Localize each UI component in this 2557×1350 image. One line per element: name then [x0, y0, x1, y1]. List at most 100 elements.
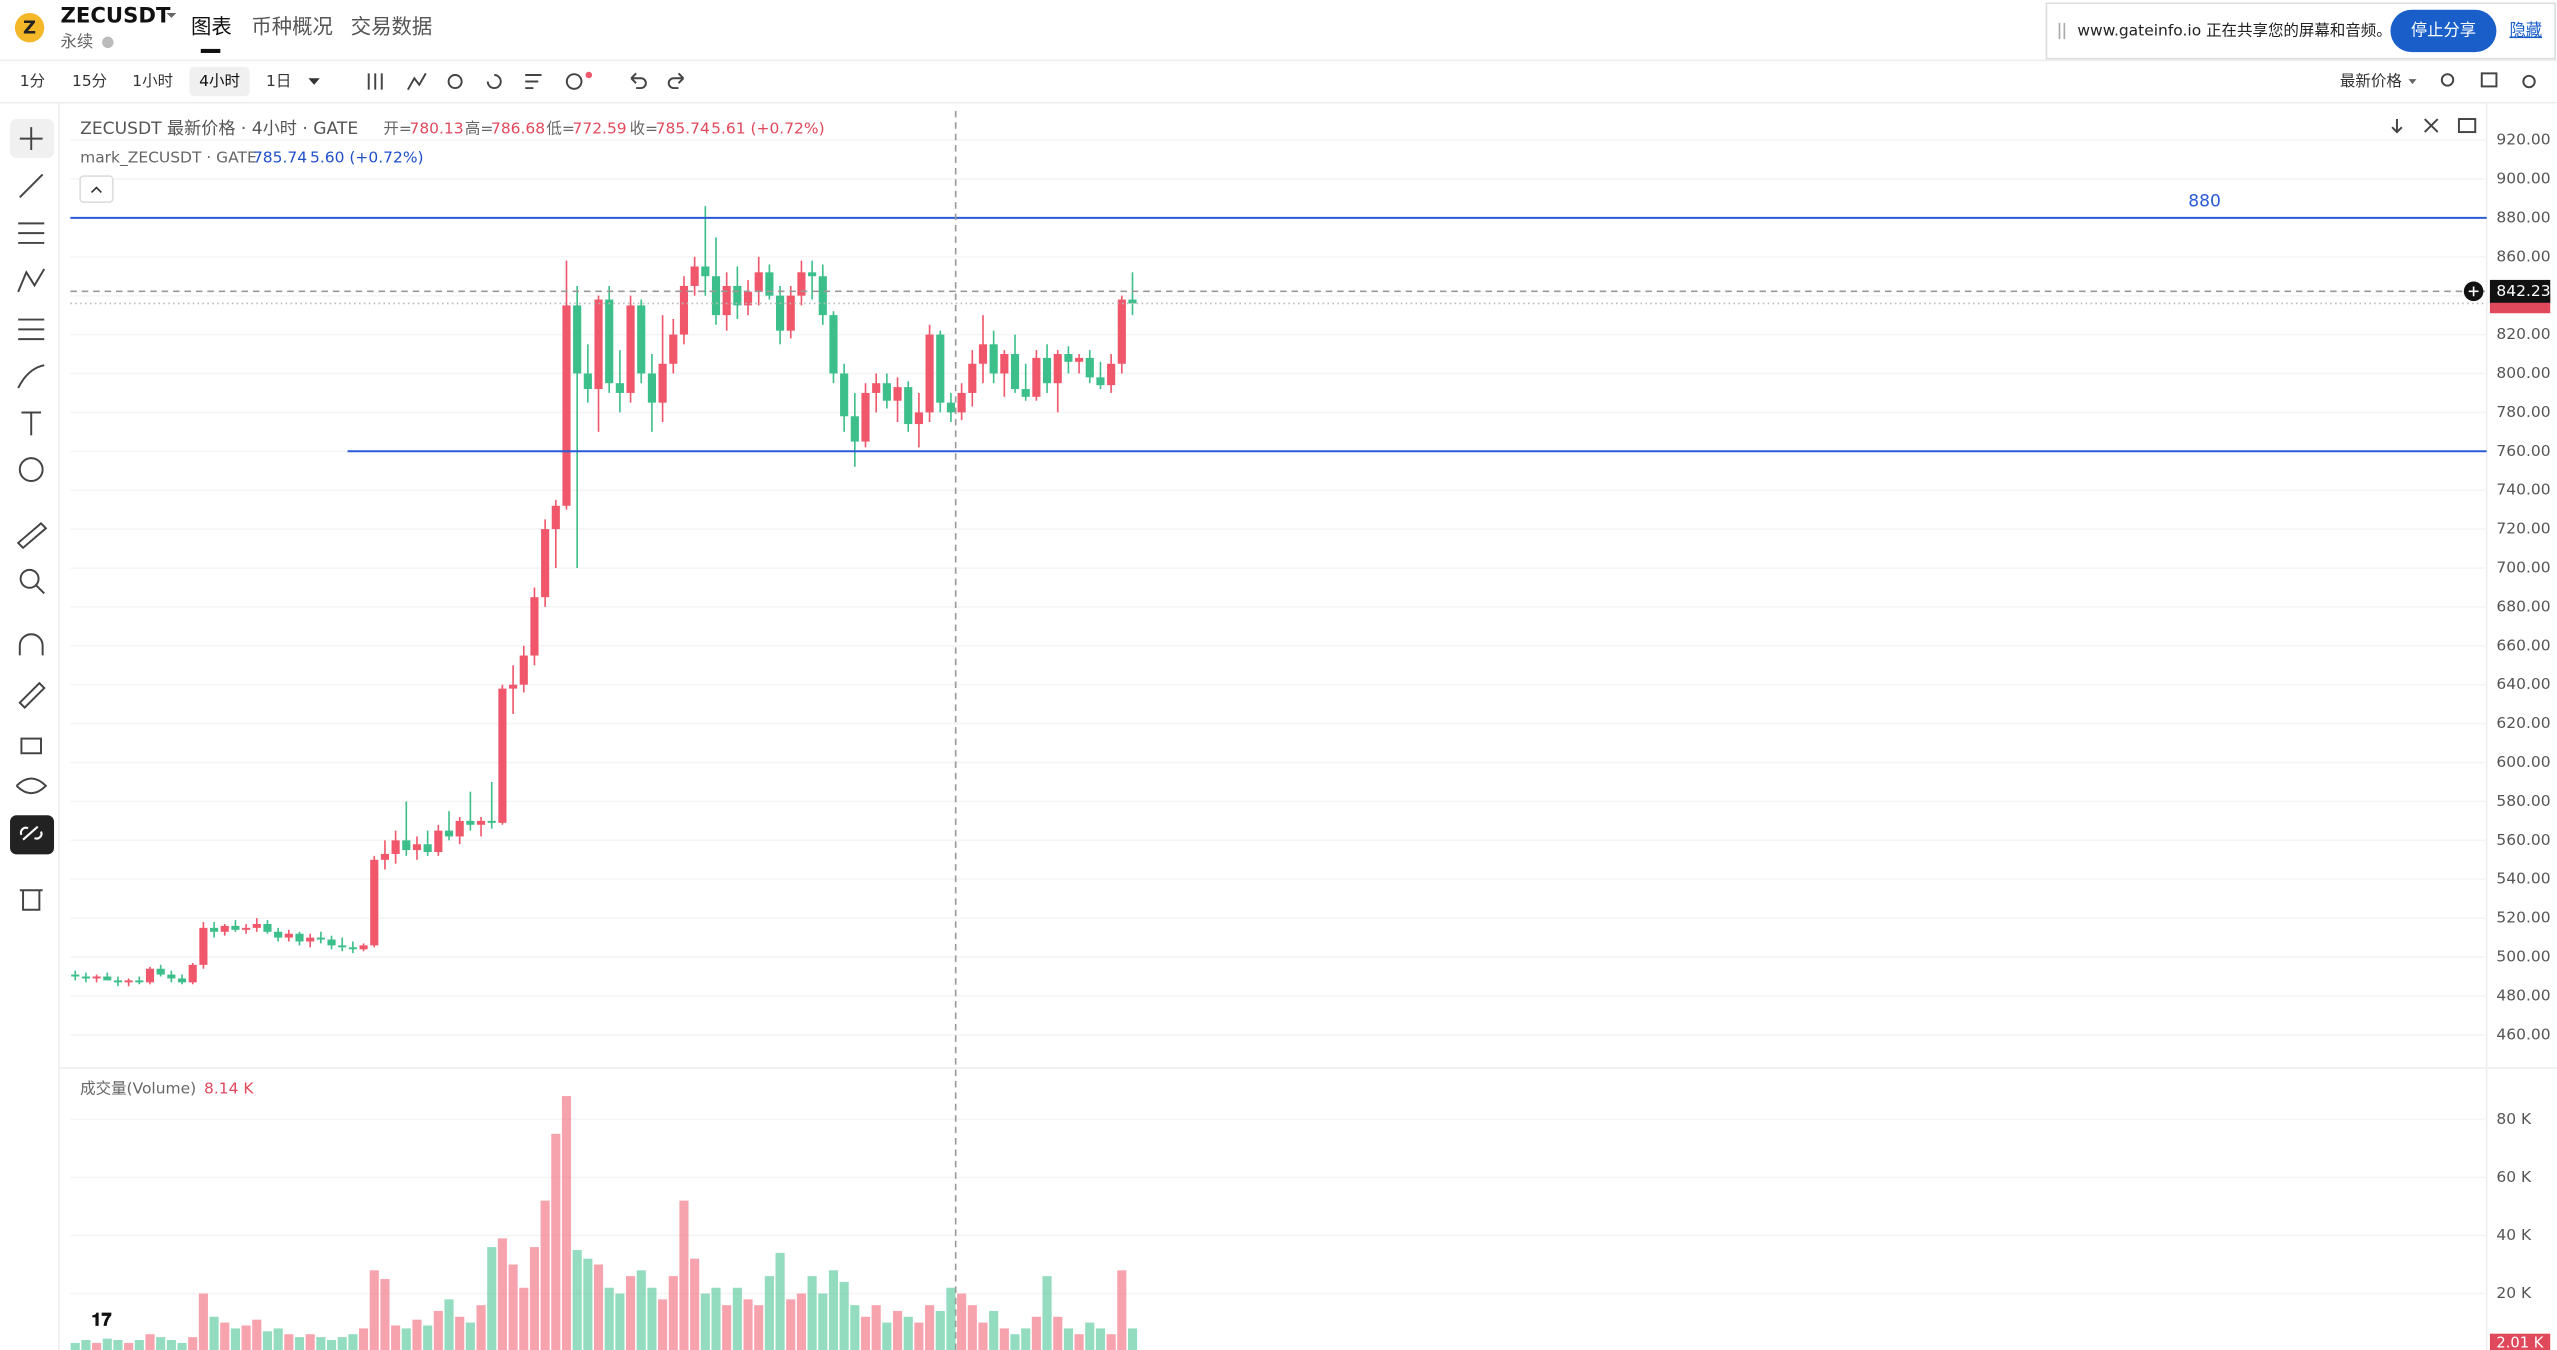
symbol[interactable]: ZECUSDT: [61, 2, 171, 27]
volume-bar: [305, 1334, 315, 1350]
volume-bar: [70, 1342, 80, 1350]
candle-body: [498, 688, 507, 823]
candle-body: [220, 925, 229, 932]
candle-body: [647, 373, 656, 403]
candle-body: [412, 844, 422, 851]
candle-body: [914, 412, 923, 425]
volume-bar: [177, 1342, 187, 1350]
pane-controls[interactable]: [2391, 118, 2477, 134]
volume-bar: [946, 1287, 956, 1350]
tool-active[interactable]: [10, 815, 55, 855]
volume-tick-label: 40 K: [2496, 1226, 2532, 1244]
candle-body: [637, 305, 646, 374]
interval[interactable]: 1日: [266, 72, 291, 90]
volume-bar: [1074, 1334, 1084, 1350]
volume-bar: [978, 1322, 988, 1350]
volume-bar: [188, 1337, 198, 1350]
candle-body: [701, 266, 710, 277]
candle-body: [573, 305, 582, 374]
tab[interactable]: 交易数据: [351, 15, 433, 39]
volume-bar: [348, 1334, 358, 1350]
candle-body: [199, 927, 208, 965]
coin-logo-glyph: Z: [23, 18, 36, 39]
ohlc-label: 高=: [465, 119, 493, 137]
price-source-dropdown[interactable]: [2408, 79, 2417, 84]
volume-bar: [113, 1340, 123, 1350]
price-source[interactable]: 最新价格: [2340, 72, 2402, 90]
y-tick-label: 720.00: [2496, 520, 2550, 538]
y-tick-label: 860.00: [2496, 247, 2550, 265]
y-tick-label: 880.00: [2496, 208, 2550, 226]
toolbar-icons[interactable]: [367, 72, 685, 91]
y-tick-label: 500.00: [2496, 948, 2550, 966]
volume-bar: [593, 1264, 604, 1350]
crosshair-add-plus: [2468, 286, 2479, 297]
y-tick-label: 620.00: [2496, 714, 2550, 732]
toolbar-right-icons[interactable]: [2440, 72, 2536, 89]
collapse-arrow: [90, 186, 102, 193]
stop-share-button[interactable]: [2390, 9, 2497, 53]
interval[interactable]: 15分: [72, 72, 107, 90]
candle-body: [295, 933, 304, 942]
candle-body: [487, 820, 496, 823]
candle-body: [583, 373, 592, 390]
volume-bar: [1127, 1328, 1138, 1350]
collapse-button[interactable]: [79, 175, 114, 203]
volume-bar: [508, 1264, 518, 1350]
volume-bar: [444, 1299, 454, 1350]
volume-bar: [818, 1293, 828, 1350]
crosshair-price-label: 842.23: [2496, 282, 2550, 300]
candle-body: [71, 974, 80, 977]
symbol-dropdown[interactable]: [166, 13, 177, 18]
interval[interactable]: 1分: [20, 72, 45, 90]
hide-link[interactable]: 隐藏: [2509, 20, 2542, 39]
candle-body: [1096, 377, 1105, 386]
volume-bar: [252, 1319, 262, 1350]
candle-body: [968, 363, 977, 393]
drawing-tools[interactable]: [15, 127, 48, 911]
candle-body: [1085, 357, 1094, 378]
candle-body: [519, 655, 528, 685]
candle-body: [284, 933, 293, 938]
candle-body: [904, 387, 913, 425]
interval-dropdown[interactable]: [308, 78, 320, 85]
share-text: www.gateinfo.io 正在共享您的屏幕和音频。: [2077, 21, 2391, 39]
volume-bar: [583, 1258, 593, 1350]
volume-bar: [658, 1299, 668, 1350]
y-tick-label: 800.00: [2496, 364, 2550, 382]
tv-logo-bg[interactable]: [85, 1302, 128, 1339]
volume-bar: [967, 1305, 977, 1350]
candle-body: [594, 299, 603, 390]
interval[interactable]: 1小时: [132, 72, 173, 90]
tab[interactable]: 币种概况: [251, 15, 333, 39]
y-tick-label: 820.00: [2496, 325, 2550, 343]
y-tick-label: 660.00: [2496, 636, 2550, 654]
info-icon[interactable]: [102, 36, 114, 49]
volume-bar: [156, 1337, 166, 1350]
volume-bar: [1042, 1276, 1052, 1350]
candle-body: [370, 859, 379, 946]
volume-bar: [391, 1325, 401, 1350]
candle-body: [92, 976, 101, 979]
volume-bar: [220, 1322, 230, 1350]
volume-bar: [647, 1287, 657, 1350]
candle-body: [562, 305, 571, 506]
volume-bar: [326, 1340, 337, 1350]
volume-bar: [989, 1310, 999, 1350]
tab[interactable]: 图表: [191, 15, 232, 39]
interval[interactable]: 4小时: [199, 72, 240, 90]
tv-logo[interactable]: 𝟏𝟕: [92, 1310, 112, 1331]
candle-body: [135, 980, 144, 983]
volume-bar: [572, 1249, 582, 1350]
volume-last-tag: [2489, 1333, 2551, 1350]
drag-handle[interactable]: [2058, 22, 2066, 40]
ohlc-value: 786.68: [491, 119, 545, 137]
volume-bar: [1106, 1334, 1116, 1350]
stop-share-label[interactable]: 停止分享: [2411, 20, 2476, 39]
candle-body: [840, 373, 849, 417]
volume-bar: [433, 1310, 443, 1350]
y-tick-label: 580.00: [2496, 792, 2550, 810]
volume-bar: [679, 1200, 689, 1350]
candle-body: [103, 976, 112, 981]
